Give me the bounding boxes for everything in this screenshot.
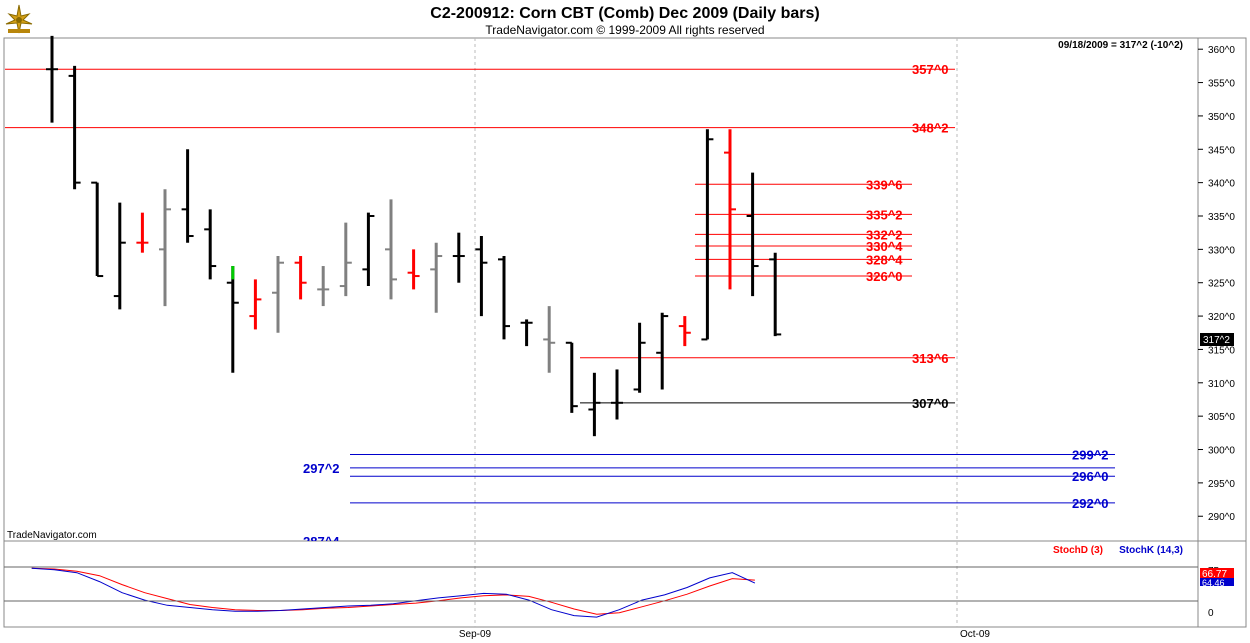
chart-header: C2-200912: Corn CBT (Comb) Dec 2009 (Dai…: [0, 0, 1250, 38]
stoch-value-red: 66.77: [1202, 569, 1227, 580]
chart-title: C2-200912: Corn CBT (Comb) Dec 2009 (Dai…: [430, 5, 820, 22]
y-tick-label: 330^0: [1208, 245, 1235, 256]
stochk-line: [31, 567, 756, 618]
y-tick-label: 355^0: [1208, 79, 1235, 90]
stochd-line: [31, 567, 755, 615]
stochd-legend: StochD (3): [1053, 545, 1103, 556]
level-label: 357^0: [912, 62, 949, 77]
level-label: 326^0: [866, 269, 903, 284]
level-label: 299^2: [1072, 448, 1109, 463]
stochastic-lines: [31, 567, 756, 618]
partial-label-clip: 287^4: [303, 534, 340, 549]
tradenavigator-logo-icon[interactable]: [2, 2, 36, 36]
level-label: 348^2: [912, 121, 949, 136]
y-tick-label: 290^0: [1208, 512, 1235, 523]
y-tick-label: 315^0: [1208, 345, 1235, 356]
level-label: 328^4: [866, 252, 903, 267]
y-tick-label: 360^0: [1208, 45, 1235, 56]
level-label: 332^2: [866, 227, 903, 242]
stoch-panel-frame: [3, 540, 1199, 628]
y-tick-label: 305^0: [1208, 412, 1235, 423]
chart-subtitle: TradeNavigator.com © 1999-2009 All right…: [485, 23, 765, 37]
stoch-value-blue: 64.46: [1202, 578, 1225, 588]
price-axis-frame: [1197, 37, 1247, 542]
level-label: 297^2: [303, 461, 340, 476]
price-axis: 360^0 355^0 350^0 345^0 340^0 335^0 330^0 325^0…: [1198, 45, 1235, 523]
level-label: 296^0: [1072, 469, 1109, 484]
last-price-tag-bg: [1200, 333, 1234, 346]
x-label-oct: Oct-09: [960, 629, 990, 640]
level-label: 292^0: [1072, 496, 1109, 511]
watermark: TradeNavigator.com: [7, 530, 97, 541]
y-tick-label: 310^0: [1208, 379, 1235, 390]
y-tick-label: 340^0: [1208, 179, 1235, 190]
stoch-value-blue-bg: [1200, 578, 1234, 586]
price-panel-frame: [3, 37, 1199, 542]
y-tick-label: 295^0: [1208, 479, 1235, 490]
level-label: 330^4: [866, 239, 903, 254]
price-bars: [46, 35, 782, 437]
level-label-287: 287^4: [303, 534, 340, 549]
level-label: 307^0: [912, 396, 949, 411]
x-label-sep: Sep-09: [459, 629, 492, 640]
y-tick-label: 320^0: [1208, 312, 1235, 323]
level-label: 335^2: [866, 207, 903, 222]
y-tick-label: 350^0: [1208, 112, 1235, 123]
level-label: 339^6: [866, 177, 903, 192]
stoch-value-red-bg: [1200, 568, 1234, 578]
stoch-axis-zero: 0: [1208, 608, 1214, 619]
last-price-tag: 317^2: [1203, 335, 1230, 346]
level-label: 313^6: [912, 351, 949, 366]
y-tick-label: 335^0: [1208, 212, 1235, 223]
stochk-legend: StochK (14,3): [1119, 545, 1183, 556]
price-readout: 09/18/2009 = 317^2 (-10^2): [1058, 40, 1183, 51]
y-tick-label: 325^0: [1208, 279, 1235, 290]
y-tick-label: 300^0: [1208, 446, 1235, 457]
y-tick-label: 345^0: [1208, 145, 1235, 156]
